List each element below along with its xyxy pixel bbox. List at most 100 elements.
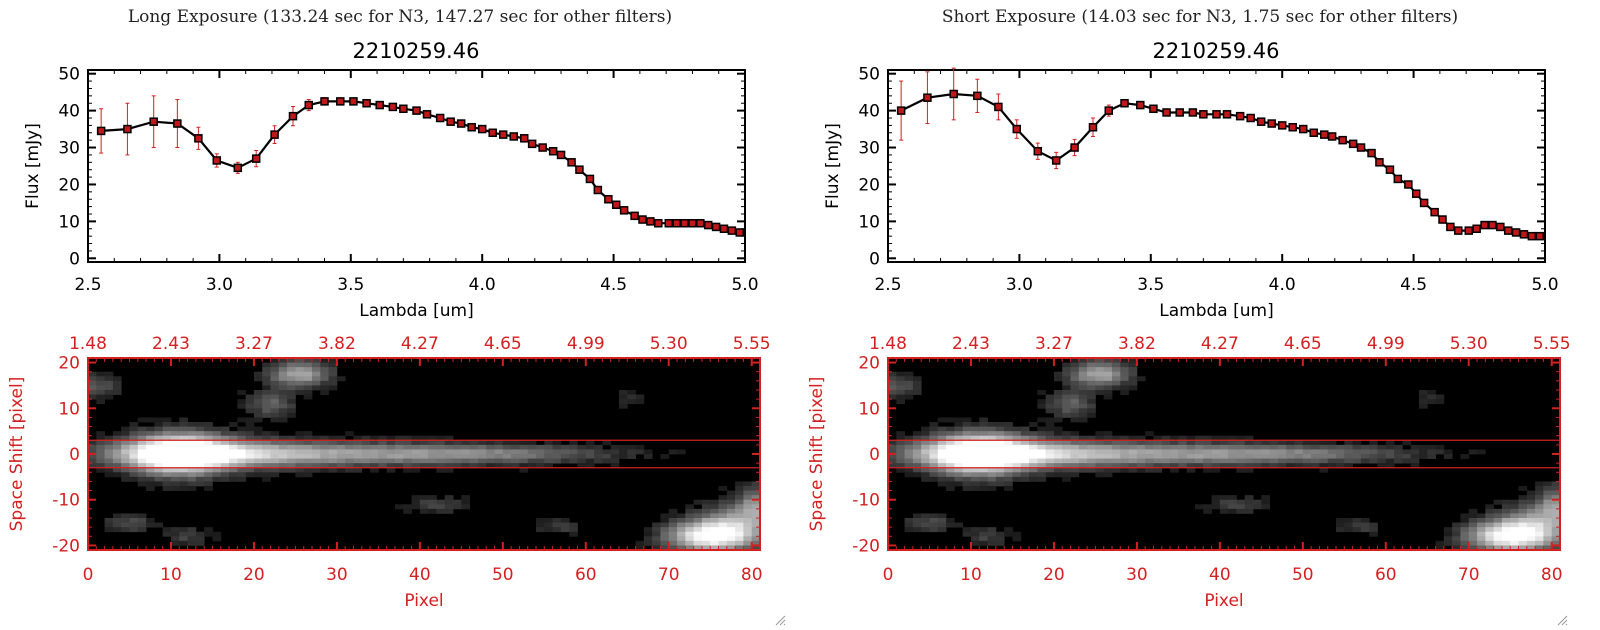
x-tick-label: 4.5 xyxy=(600,275,627,295)
y-axis-label: Flux [mJy] xyxy=(823,123,843,209)
x-tick-label: 4.5 xyxy=(1400,275,1427,295)
data-point xyxy=(446,117,455,126)
data-point xyxy=(575,165,584,174)
y-tick-label: 40 xyxy=(58,102,80,122)
pixel-tick-label: 0 xyxy=(83,565,94,585)
data-point xyxy=(1120,98,1129,108)
data-point xyxy=(619,206,629,215)
data-point xyxy=(527,139,537,149)
wavelength-tick-label: 2.43 xyxy=(952,334,990,354)
pixel-tick-label: 10 xyxy=(960,565,982,585)
data-point xyxy=(994,102,1003,112)
data-point xyxy=(672,218,681,228)
y-tick-label: 50 xyxy=(58,65,80,85)
data-point xyxy=(488,128,497,138)
data-point xyxy=(519,134,529,143)
shift-tick-label: 10 xyxy=(58,399,80,419)
data-point xyxy=(1188,108,1198,117)
x-tick-label: 4.0 xyxy=(469,275,496,295)
exposure-header: Long Exposure (133.24 sec for N3, 147.27… xyxy=(128,7,672,27)
data-point xyxy=(1288,122,1297,132)
data-point xyxy=(548,146,558,156)
data-point xyxy=(949,89,958,99)
data-point xyxy=(630,211,639,221)
image-x-axis-label: Pixel xyxy=(1204,591,1243,611)
pixel-tick-label: 70 xyxy=(658,565,680,585)
x-tick-label: 3.5 xyxy=(1137,275,1164,295)
data-point xyxy=(1277,121,1287,130)
wavelength-tick-label: 3.82 xyxy=(1118,334,1156,354)
y-tick-label: 50 xyxy=(858,65,880,85)
x-tick-label: 4.0 xyxy=(1269,275,1296,295)
data-point xyxy=(1488,220,1497,230)
data-point xyxy=(1393,174,1403,184)
data-point xyxy=(1519,230,1529,239)
x-tick-label: 5.0 xyxy=(1531,275,1558,295)
pixel-tick-label: 0 xyxy=(883,565,894,585)
data-point xyxy=(1012,124,1022,134)
data-point xyxy=(320,97,329,106)
data-point xyxy=(212,156,222,165)
y-tick-label: 30 xyxy=(858,139,880,159)
pixel-tick-label: 10 xyxy=(160,565,182,585)
data-point xyxy=(1454,226,1463,235)
data-point xyxy=(1348,139,1358,149)
data-point xyxy=(435,113,445,123)
wavelength-tick-label: 4.99 xyxy=(1367,334,1405,354)
wavelength-tick-label: 4.27 xyxy=(1201,334,1239,354)
chart-title: 2210259.46 xyxy=(1153,39,1280,63)
pixel-tick-label: 20 xyxy=(243,565,265,585)
y-tick-label: 10 xyxy=(858,212,880,232)
data-point xyxy=(304,100,314,110)
wavelength-tick-label: 5.55 xyxy=(733,334,771,354)
data-point xyxy=(412,106,421,115)
data-point xyxy=(123,124,132,134)
long-exposure-panel: Long Exposure (133.24 sec for N3, 147.27… xyxy=(7,7,771,611)
data-point xyxy=(611,200,621,210)
data-point xyxy=(1511,228,1521,237)
data-point xyxy=(1246,113,1255,123)
pixel-tick-label: 30 xyxy=(1126,565,1148,585)
data-point xyxy=(646,217,655,226)
data-point xyxy=(270,130,279,139)
x-tick-label: 2.5 xyxy=(74,275,101,295)
data-point xyxy=(703,220,713,230)
image-x-axis-label: Pixel xyxy=(404,591,443,611)
data-point xyxy=(593,185,603,195)
y-tick-label: 20 xyxy=(58,175,80,195)
data-point xyxy=(654,218,663,228)
data-point xyxy=(1472,224,1481,234)
data-point xyxy=(1298,124,1308,134)
pixel-tick-label: 80 xyxy=(1541,565,1563,585)
data-point xyxy=(735,228,744,237)
spectrum-frame xyxy=(87,69,746,263)
resize-grip-icon[interactable] xyxy=(1556,614,1568,626)
data-point xyxy=(1070,143,1079,152)
wavelength-tick-label: 1.48 xyxy=(69,334,107,354)
data-point xyxy=(1327,132,1337,141)
wavelength-tick-label: 3.27 xyxy=(235,334,273,354)
image-y-axis-label: Space Shift [pixel] xyxy=(807,377,827,532)
data-point xyxy=(973,91,982,101)
y-tick-label: 0 xyxy=(869,249,880,269)
data-point xyxy=(1149,104,1158,114)
data-point xyxy=(1338,135,1347,145)
data-point xyxy=(1267,119,1276,128)
data-point xyxy=(288,111,298,121)
pixel-tick-label: 20 xyxy=(1043,565,1065,585)
data-point xyxy=(1496,222,1505,232)
spectral-image xyxy=(888,358,1561,551)
pixel-tick-label: 40 xyxy=(1209,565,1231,585)
data-point xyxy=(336,97,345,106)
data-point xyxy=(1385,165,1395,174)
resize-grip-icon[interactable] xyxy=(774,614,786,626)
wavelength-tick-label: 4.65 xyxy=(484,334,522,354)
data-point xyxy=(149,117,158,126)
data-point xyxy=(173,119,182,128)
x-axis-label: Lambda [um] xyxy=(359,301,473,321)
wavelength-tick-label: 5.55 xyxy=(1533,334,1571,354)
pixel-tick-label: 30 xyxy=(326,565,348,585)
shift-tick-label: 20 xyxy=(858,354,880,374)
data-point xyxy=(96,126,106,136)
wavelength-tick-label: 4.27 xyxy=(401,334,439,354)
